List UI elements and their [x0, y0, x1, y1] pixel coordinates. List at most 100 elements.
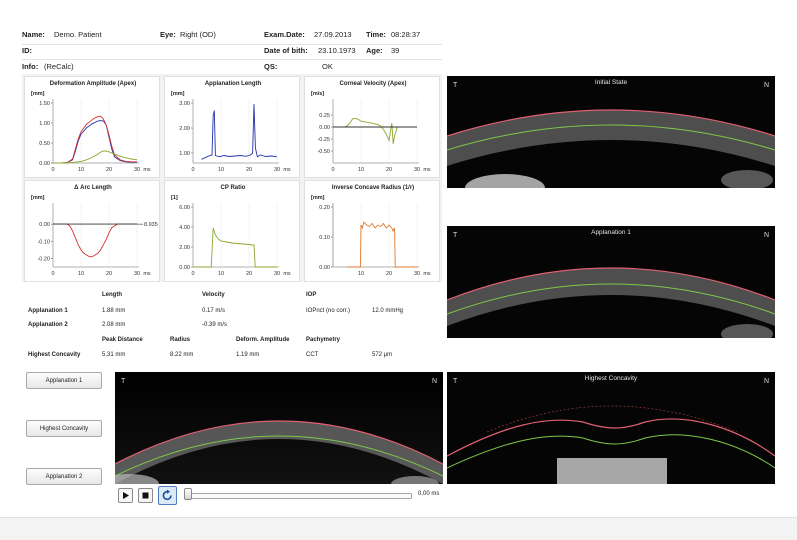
x-tick-label: 30 [414, 167, 420, 173]
x-tick-label: 30 [414, 271, 420, 277]
cct-value: 572 µm [372, 352, 393, 358]
row-highest-concavity-label: Highest Concavity [28, 352, 81, 358]
temporal-label: T [453, 82, 458, 89]
age-value: 39 [391, 46, 400, 55]
y-tick-label: 2.00 [179, 245, 190, 251]
col-radius: Radius [170, 337, 191, 343]
y-tick-label: 0.00 [39, 222, 50, 228]
header-separator [22, 59, 442, 60]
x-tick-label: 10 [78, 271, 84, 277]
plot-delta-arc-length: Δ Arc Length [mm] -0.20 -0.10 0.00 0 10 20 30 m… [24, 180, 160, 282]
header-row-3: Info: (ReCalc) QS: OK [22, 62, 442, 76]
x-tick-label: 30 [274, 271, 280, 277]
plot-title: Corneal Velocity (Apex) [339, 81, 407, 87]
highest-concavity-button[interactable]: Highest Concavity [26, 420, 102, 437]
image-title: Highest Concavity [584, 375, 638, 382]
initial-state-image: Initial State T N [447, 76, 775, 188]
chart-svg: -0.20 -0.10 0.00 0 10 20 30 ms 8.935 [37, 203, 158, 277]
y-tick-label: 1.00 [39, 121, 50, 127]
chart-svg: 1.00 2.00 3.00 0 10 20 30 ms [179, 99, 291, 173]
header-row-2: ID: Date of bith: 23.10.1973 Age: 39 [22, 46, 442, 60]
play-icon[interactable] [118, 488, 133, 503]
x-axis-unit: ms [283, 271, 291, 277]
x-axis-unit: ms [143, 167, 151, 173]
highest-concavity-image: Highest Concavity T N [447, 372, 775, 484]
marker-label: 8.935 [144, 222, 158, 228]
y-tick-label: 6.00 [179, 205, 190, 211]
y-tick-label: 0.00 [319, 265, 330, 271]
cornea-image [447, 226, 775, 338]
x-tick-label: 20 [106, 271, 112, 277]
x-axis-unit: ms [283, 167, 291, 173]
stop-icon[interactable] [138, 488, 153, 503]
header-separator [22, 44, 442, 45]
applanation-1-image: Applanation 1 T N [447, 226, 775, 338]
time-label: Time: [366, 30, 386, 39]
header-row-1: Name: Demo. Patient Eye: Right (OD) Exam… [22, 30, 442, 44]
info-value: (ReCalc) [44, 62, 74, 71]
chart-svg: 0.00 0.10 0.20 10 20 30 ms [319, 203, 431, 277]
x-tick-label: 0 [51, 167, 54, 173]
cct-label: CCT [306, 352, 319, 358]
col-length: Length [102, 292, 122, 298]
eye-value: Right (OD) [180, 30, 216, 39]
plot-title: Applanation Length [204, 81, 262, 87]
series-line-1 [53, 115, 137, 164]
col-pachymetry: Pachymetry [306, 337, 341, 343]
x-axis-unit: ms [143, 271, 151, 277]
cornea-image [115, 372, 443, 484]
timeline-slider-handle[interactable] [184, 488, 192, 500]
x-tick-label: 10 [218, 167, 224, 173]
plot-title: Inverse Concave Radius (1/r) [331, 185, 415, 191]
highest-concavity-peak-distance: 5.31 mm [102, 352, 126, 358]
x-tick-label: 10 [218, 271, 224, 277]
applanation-2-length: 2.08 mm [102, 322, 126, 328]
col-deform-amplitude: Deform. Amplitude [236, 337, 290, 343]
y-tick-label: 0.00 [39, 161, 50, 167]
x-tick-label: 0 [331, 167, 334, 173]
dob-label: Date of bith: [264, 46, 308, 55]
eye-label: Eye: [160, 30, 176, 39]
plot-unit: [mm] [31, 195, 45, 201]
chart-svg: 0.00 2.00 4.00 6.00 0 10 20 30 ms [179, 203, 291, 277]
applanation-2-button[interactable]: Applanation 2 [26, 468, 102, 485]
x-tick-label: 10 [358, 167, 364, 173]
time-value: 08:28:37 [391, 30, 421, 39]
plot-deformation-amplitude: Deformation Amplitude (Apex) [mm] 0.00 0.… [24, 76, 160, 178]
nasal-label: N [763, 232, 769, 239]
series-line-2 [53, 150, 138, 164]
parameter-table: Length Velocity IOP Applanation 1 1.88 m… [22, 284, 442, 366]
y-tick-label: 0.50 [39, 141, 50, 147]
applanation-1-button[interactable]: Applanation 1 [26, 372, 102, 389]
time-readout: 0.00 ms [418, 491, 440, 497]
applanation-1-length: 1.88 mm [102, 308, 126, 314]
plot-title: CP Ratio [220, 185, 246, 191]
series-line-0 [193, 227, 277, 268]
col-velocity: Velocity [202, 292, 225, 298]
nasal-label: N [763, 378, 769, 385]
plot-unit: [mm] [311, 195, 325, 201]
series-line-0 [347, 221, 417, 268]
exam-date-label: Exam.Date: [264, 30, 305, 39]
name-value: Demo. Patient [54, 30, 102, 39]
temporal-label: T [453, 378, 458, 385]
y-tick-label: 0.25 [319, 113, 330, 119]
image-title: Applanation 1 [591, 229, 631, 236]
plot-cp-ratio: CP Ratio [1] 0.00 2.00 4.00 6.00 0 10 20 30 ms [164, 180, 300, 282]
x-tick-label: 20 [246, 167, 252, 173]
plot-corneal-velocity: Corneal Velocity (Apex) [m/s] -0.50 -0.25… [304, 76, 440, 178]
y-tick-label: -0.50 [317, 149, 330, 155]
highest-concavity-radius: 8.22 mm [170, 352, 194, 358]
id-label: ID: [22, 46, 32, 55]
qs-label: QS: [264, 62, 278, 71]
y-tick-label: 0.20 [319, 205, 330, 211]
timeline-slider[interactable] [186, 493, 412, 499]
plot-inverse-concave-radius: Inverse Concave Radius (1/r) [mm] 0.00 0.… [304, 180, 440, 282]
y-tick-label: -0.10 [37, 239, 50, 245]
plot-title: Δ Arc Length [74, 185, 112, 191]
x-tick-label: 10 [358, 271, 364, 277]
dob-value: 23.10.1973 [318, 46, 356, 55]
series-line-0 [53, 223, 137, 258]
refresh-icon[interactable] [158, 486, 177, 505]
exam-date-value: 27.09.2013 [314, 30, 352, 39]
